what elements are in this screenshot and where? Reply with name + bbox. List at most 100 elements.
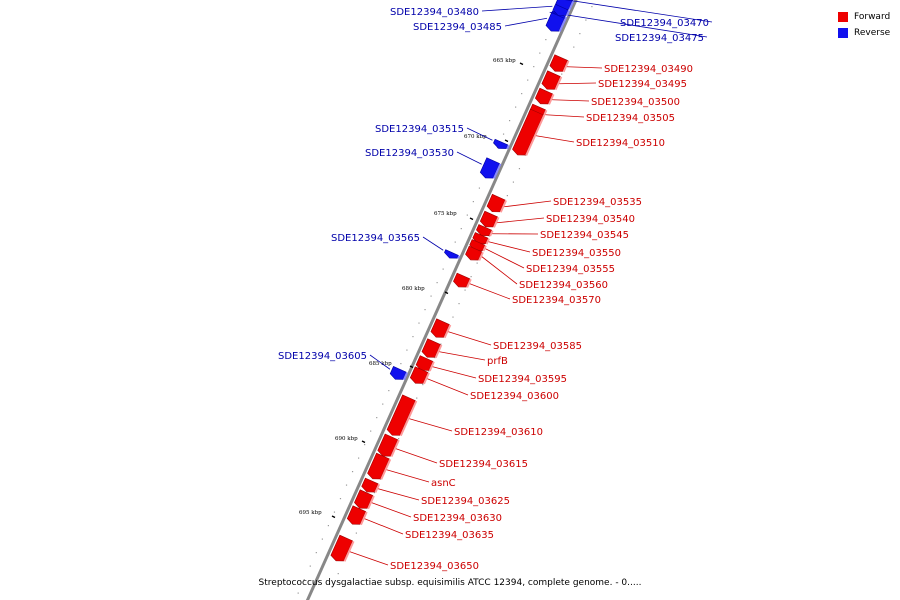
gene-block xyxy=(549,54,568,72)
gene-shade xyxy=(554,76,563,91)
gene-shade xyxy=(565,10,571,17)
grid-dot-right xyxy=(573,46,575,48)
legend-item-reverse: Reverse xyxy=(838,25,890,41)
grid-dot-left xyxy=(400,363,402,365)
legend: Forward Reverse xyxy=(838,9,890,41)
grid-dot-right xyxy=(585,19,587,21)
gene-block xyxy=(512,108,544,156)
gene-leader xyxy=(469,283,511,300)
gene-shade xyxy=(466,278,472,288)
reverse-gene: SDE12394_03485 xyxy=(413,12,567,33)
gene-label: prfB xyxy=(487,356,508,367)
gene-leader xyxy=(504,17,548,27)
grid-dot-right xyxy=(331,586,333,588)
grid-dot-left xyxy=(333,511,336,513)
grid-dot-left xyxy=(412,336,414,338)
gene-shade xyxy=(457,255,461,259)
gene-leader xyxy=(422,236,444,251)
forward-gene: SDE12394_03510 xyxy=(512,108,665,156)
gene-block xyxy=(409,366,429,384)
gene-label: SDE12394_03585 xyxy=(493,341,582,352)
grid-dot-left xyxy=(339,498,342,500)
gene-label: SDE12394_03570 xyxy=(512,295,601,306)
tick-mark xyxy=(519,62,524,66)
grid-dot-right xyxy=(506,195,508,197)
gene-leader xyxy=(466,127,493,141)
reverse-gene: SDE12394_03605 xyxy=(278,351,409,381)
gene-leader xyxy=(432,366,477,379)
gene-leader xyxy=(409,418,453,432)
grid-dot-left xyxy=(442,268,444,270)
gene-block xyxy=(476,224,493,236)
forward-gene: SDE12394_03495 xyxy=(541,70,687,91)
gene-label: SDE12394_03595 xyxy=(478,374,567,385)
forward-gene: SDE12394_03535 xyxy=(486,193,642,213)
grid-dot-right xyxy=(398,438,400,440)
gene-block xyxy=(415,355,434,371)
grid-dot-right xyxy=(422,384,424,386)
forward-gene: SDE12394_03595 xyxy=(415,355,567,385)
grid-dot-right xyxy=(428,370,430,372)
grid-dot-right xyxy=(518,168,521,170)
reverse-gene: SDE12394_03565 xyxy=(331,233,461,259)
gene-shade xyxy=(374,483,380,493)
gene-block xyxy=(377,433,399,457)
gene-leader xyxy=(395,448,438,464)
gene-shade xyxy=(399,400,418,437)
grid-dot-left xyxy=(370,430,372,432)
gene-leader xyxy=(549,11,708,38)
gene-shade xyxy=(367,495,375,510)
gene-shade xyxy=(493,216,500,228)
reverse-gene: SDE12394_03470 xyxy=(555,0,713,29)
forward-gene: SDE12394_03625 xyxy=(361,477,510,507)
grid-dot-left xyxy=(345,484,348,486)
gene-shade xyxy=(380,458,392,480)
grid-dot-right xyxy=(337,573,339,575)
gene-shade xyxy=(525,114,546,156)
gene-leader xyxy=(448,331,492,346)
forward-gene: prfB xyxy=(421,338,508,367)
grid-dot-right xyxy=(476,262,478,264)
tick-label: 695 kbp xyxy=(299,510,322,516)
gene-block xyxy=(493,138,509,149)
tick-label: 685 kbp xyxy=(369,361,392,367)
gene-shade xyxy=(548,93,555,105)
forward-gene: SDE12394_03630 xyxy=(354,489,502,524)
reverse-gene: SDE12394_03515 xyxy=(375,124,510,150)
gene-block xyxy=(421,338,441,358)
gene-shade xyxy=(485,238,490,245)
grid-dot-left xyxy=(364,444,366,446)
gene-leader xyxy=(349,551,389,566)
forward-gene: SDE12394_03585 xyxy=(430,318,582,352)
map-caption: Streptococcus dysgalactiae subsp. equisi… xyxy=(258,578,642,588)
grid-dot-left xyxy=(351,471,354,473)
tick-mark xyxy=(444,291,449,295)
gene-block xyxy=(552,3,569,16)
gene-shade xyxy=(489,230,494,237)
gene-shade xyxy=(558,18,567,32)
grid-dot-right xyxy=(579,33,581,35)
grid-dot-left xyxy=(454,241,456,243)
gene-label: SDE12394_03605 xyxy=(278,351,367,362)
grid-dot-right xyxy=(561,73,563,75)
gene-leader xyxy=(566,66,603,69)
gene-leader xyxy=(497,217,545,224)
gene-label: SDE12394_03495 xyxy=(598,79,687,90)
grid-dot-left xyxy=(472,201,474,203)
gene-label: SDE12394_03500 xyxy=(591,97,680,108)
gene-label: SDE12394_03545 xyxy=(540,230,629,241)
gene-leader xyxy=(386,469,430,483)
tick-mark xyxy=(469,217,474,221)
gene-block xyxy=(389,366,407,380)
gene-shade xyxy=(478,251,484,261)
gene-block xyxy=(453,272,471,288)
gene-leader xyxy=(456,151,482,165)
grid-dot-left xyxy=(527,79,529,81)
gene-shade xyxy=(499,200,507,213)
legend-item-forward: Forward xyxy=(838,9,890,25)
gene-label: SDE12394_03475 xyxy=(615,33,704,44)
grid-dot-left xyxy=(418,322,420,324)
tick-mark xyxy=(409,365,414,369)
gene-label: SDE12394_03535 xyxy=(553,197,642,208)
